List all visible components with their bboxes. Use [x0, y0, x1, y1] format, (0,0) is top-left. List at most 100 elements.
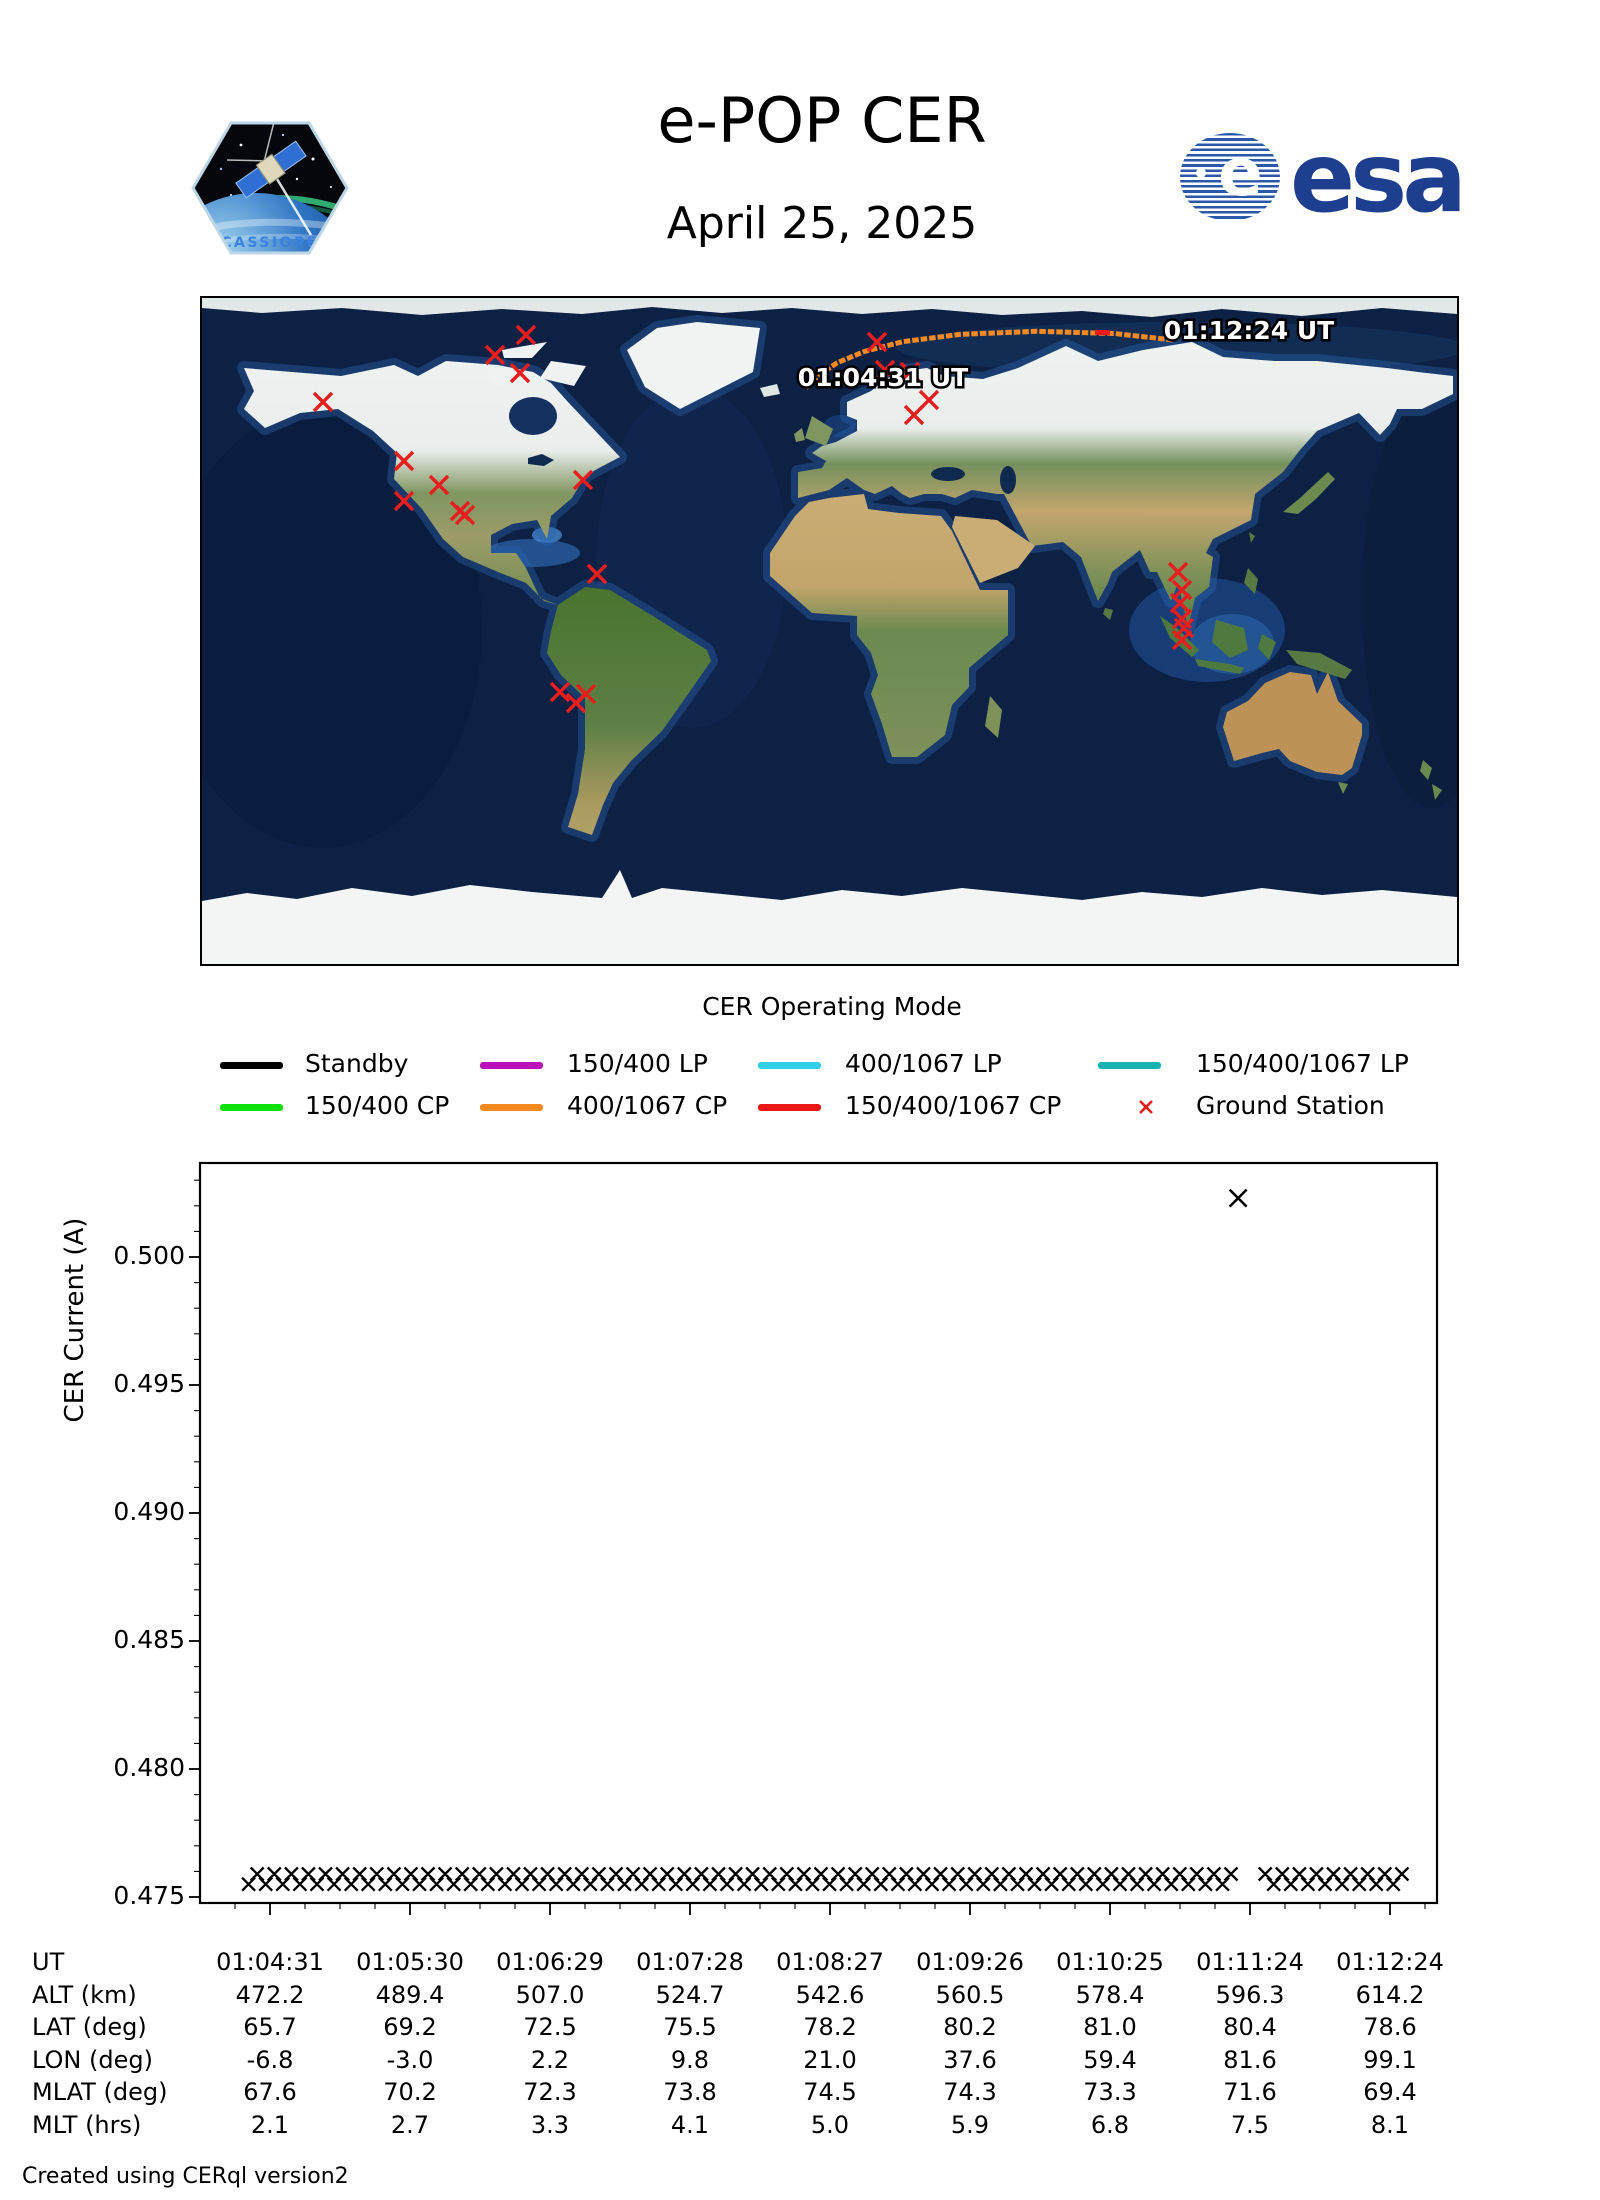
- legend-swatch: [758, 1062, 821, 1069]
- ground-station-icon: [312, 391, 334, 413]
- table-cell: 78.6: [1363, 2013, 1417, 2041]
- continents: [244, 322, 1453, 835]
- esa-star-icon: [1196, 168, 1206, 178]
- legend-label: 150/400/1067 CP: [845, 1091, 1062, 1120]
- legend-label: 400/1067 CP: [567, 1091, 728, 1120]
- scatter-plot: [189, 1161, 1439, 1915]
- legend-ground-station-marker-icon: [1136, 1097, 1156, 1117]
- y-tick-label: 0.490: [113, 1497, 185, 1526]
- legend-label: 150/400 LP: [567, 1049, 708, 1078]
- table-cell: 73.8: [663, 2078, 717, 2106]
- legend-label: Ground Station: [1196, 1091, 1385, 1120]
- y-tick-label: 0.475: [113, 1881, 185, 1910]
- credit-text: Created using CERql version2: [22, 2164, 349, 2189]
- antarctica: [202, 870, 1457, 964]
- table-cell: 80.4: [1223, 2013, 1277, 2041]
- table-cell: 81.6: [1223, 2046, 1277, 2074]
- table-cell: 72.3: [523, 2078, 577, 2106]
- legend-label: 150/400/1067 LP: [1196, 1049, 1409, 1078]
- table-cell: 21.0: [803, 2046, 857, 2074]
- table-cell: 65.7: [243, 2013, 297, 2041]
- table-cell: 5.0: [810, 2111, 850, 2139]
- table-cell: 8.1: [1370, 2111, 1410, 2139]
- table-cell: 2.2: [530, 2046, 570, 2074]
- world-map: 01:04:31 UT 01:12:24 UT: [200, 296, 1459, 966]
- patch-text: CASSIOPE: [221, 235, 319, 251]
- world-map-canvas: 01:04:31 UT 01:12:24 UT: [202, 298, 1457, 964]
- cassiope-patch-icon: CASSIOPE: [191, 121, 349, 255]
- table-cell: 69.4: [1363, 2078, 1417, 2106]
- table-cell: 74.3: [943, 2078, 997, 2106]
- table-cell: 69.2: [383, 2013, 437, 2041]
- ground-station-icon: [572, 469, 594, 491]
- table-cell: 472.2: [235, 1981, 305, 2009]
- ground-station-icon: [509, 362, 531, 384]
- table-cell: 489.4: [375, 1981, 445, 2009]
- table-cell: 01:09:26: [916, 1948, 1024, 1976]
- table-cell: -3.0: [386, 2046, 434, 2074]
- table-cell: 01:12:24: [1336, 1948, 1444, 1976]
- table-cell: 01:10:25: [1056, 1948, 1164, 1976]
- table-cell: 524.7: [655, 1981, 725, 2009]
- ground-station-icon: [428, 474, 450, 496]
- cassiope-mission-patch: CASSIOPE: [191, 117, 349, 259]
- table-cell: 596.3: [1215, 1981, 1285, 2009]
- axis-frame: [198, 1161, 1439, 1905]
- table-cell: 01:04:31: [216, 1948, 324, 1976]
- ground-station-icon: [454, 504, 476, 526]
- ground-station-icon: [515, 324, 537, 346]
- table-cell: 37.6: [943, 2046, 997, 2074]
- table-cell: 73.3: [1083, 2078, 1137, 2106]
- orbit-track-active-segment: [1094, 329, 1111, 336]
- table-cell: 01:05:30: [356, 1948, 464, 1976]
- table-cell: 01:07:28: [636, 1948, 744, 1976]
- ground-station-icon: [866, 331, 888, 353]
- scatter-points: [241, 1866, 1410, 1892]
- table-cell: 542.6: [795, 1981, 865, 2009]
- legend-swatch: [480, 1062, 543, 1069]
- table-cell: 01:11:24: [1196, 1948, 1304, 1976]
- ground-station-icon: [565, 692, 587, 714]
- legend-swatch: [758, 1104, 821, 1111]
- ground-station-icon: [1167, 561, 1189, 583]
- legend-title: CER Operating Mode: [702, 992, 962, 1021]
- ground-stations: [312, 324, 1195, 714]
- table-cell: 74.5: [803, 2078, 857, 2106]
- table-cell: 7.5: [1230, 2111, 1270, 2139]
- legend-label: 400/1067 LP: [845, 1049, 1002, 1078]
- esa-globe-icon: [1180, 133, 1280, 221]
- page-title: e-POP CER: [657, 84, 987, 157]
- table-cell: 75.5: [663, 2013, 717, 2041]
- orbit-track: [804, 328, 1176, 390]
- table-cell: 5.9: [950, 2111, 990, 2139]
- table-row-label: LAT (deg): [32, 2013, 147, 2041]
- table-cell: 6.8: [1090, 2111, 1130, 2139]
- y-tick-label: 0.480: [113, 1753, 185, 1782]
- legend-swatch: [220, 1104, 283, 1111]
- legend-swatch: [480, 1104, 543, 1111]
- legend-swatch: [220, 1062, 283, 1069]
- table-cell: 81.0: [1083, 2013, 1137, 2041]
- table-cell: -6.8: [246, 2046, 294, 2074]
- y-tick-label: 0.485: [113, 1625, 185, 1654]
- ground-station-icon: [899, 361, 921, 383]
- arctic-ice: [202, 298, 1457, 317]
- esa-wordmark: esa: [1290, 122, 1467, 234]
- table-cell: 70.2: [383, 2078, 437, 2106]
- ground-station-icon: [393, 490, 415, 512]
- table-cell: 80.2: [943, 2013, 997, 2041]
- ground-station-icon: [903, 404, 925, 426]
- table-cell: 507.0: [515, 1981, 585, 2009]
- table-row-label: UT: [32, 1948, 65, 1976]
- ground-station-icon: [586, 563, 608, 585]
- orbit-track-line: [804, 328, 1176, 390]
- table-cell: 72.5: [523, 2013, 577, 2041]
- table-row-label: MLAT (deg): [32, 2078, 168, 2106]
- table-cell: 67.6: [243, 2078, 297, 2106]
- table-cell: 01:06:29: [496, 1948, 604, 1976]
- table-cell: 9.8: [670, 2046, 710, 2074]
- table-cell: 614.2: [1355, 1981, 1425, 2009]
- legend-label: Standby: [305, 1049, 409, 1078]
- table-cell: 59.4: [1083, 2046, 1137, 2074]
